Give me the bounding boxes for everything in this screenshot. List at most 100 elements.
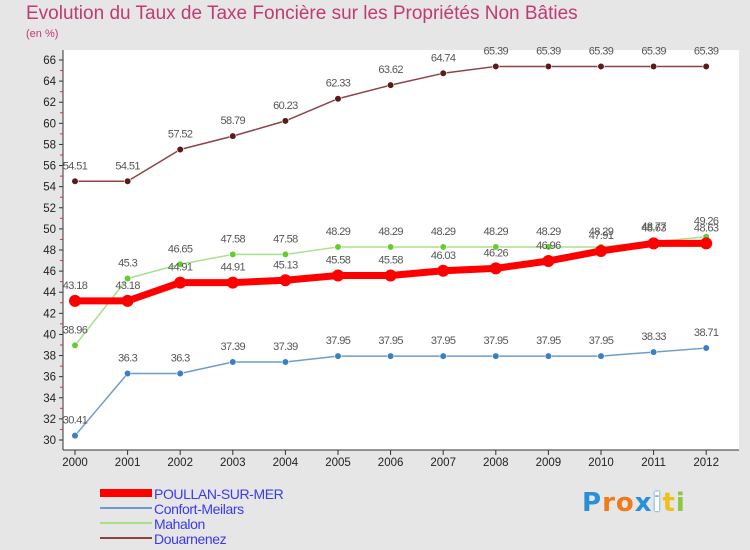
data-point-poullan-sur-mer: [226, 276, 239, 289]
data-point-douarnenez: [71, 177, 79, 185]
data-label-confort-meilars: 36.3: [171, 353, 190, 365]
data-point-douarnenez: [281, 117, 290, 125]
data-label-poullan-sur-mer: 43.18: [63, 280, 88, 292]
legend-swatch: [100, 521, 152, 525]
data-point-douarnenez: [123, 177, 132, 185]
data-label-poullan-sur-mer: 46.26: [484, 247, 509, 259]
data-point-poullan-sur-mer: [332, 269, 344, 282]
data-point-confort-meilars: [281, 358, 290, 366]
x-tick-label: 2000: [62, 457, 88, 469]
data-label-douarnenez: 58.79: [221, 115, 246, 127]
data-point-douarnenez: [176, 145, 184, 154]
data-point-confort-meilars: [334, 352, 342, 360]
data-label-douarnenez: 62.33: [326, 78, 351, 90]
logo-letter: o: [615, 488, 635, 518]
data-point-mahalon: [387, 243, 395, 251]
data-label-mahalon: 47.58: [273, 233, 298, 245]
data-label-poullan-sur-mer: 43.18: [115, 280, 140, 292]
legend-swatch: [100, 489, 152, 497]
x-tick-label: 2007: [430, 457, 456, 469]
data-point-douarnenez: [649, 62, 658, 71]
data-point-douarnenez: [702, 62, 710, 71]
data-point-confort-meilars: [649, 348, 658, 356]
y-tick-label: 60: [43, 118, 56, 130]
y-tick-label: 34: [43, 393, 56, 405]
data-point-poullan-sur-mer: [69, 294, 81, 307]
data-label-douarnenez: 63.62: [378, 64, 403, 76]
data-label-poullan-sur-mer: 48.63: [694, 222, 719, 234]
proxiti-logo: Proxiti: [582, 488, 686, 518]
data-point-mahalon: [439, 243, 447, 251]
x-tick-label: 2004: [273, 457, 299, 469]
legend-label: Douarnenez: [154, 531, 227, 547]
y-tick-label: 46: [43, 266, 56, 278]
data-point-confort-meilars: [544, 352, 553, 360]
data-label-douarnenez: 54.51: [115, 160, 140, 172]
y-tick-label: 48: [43, 245, 56, 257]
data-label-confort-meilars: 37.95: [484, 335, 509, 347]
data-point-poullan-sur-mer: [279, 274, 292, 287]
data-label-douarnenez: 57.52: [168, 129, 193, 141]
data-label-douarnenez: 65.39: [484, 45, 509, 57]
y-tick-label: 66: [43, 55, 56, 67]
data-point-poullan-sur-mer: [700, 237, 713, 250]
data-label-confort-meilars: 37.95: [431, 335, 456, 347]
y-tick-label: 64: [43, 76, 56, 88]
data-label-confort-meilars: 37.95: [378, 335, 403, 347]
data-label-mahalon: 48.29: [326, 226, 351, 238]
y-tick-label: 38: [43, 351, 56, 363]
data-label-poullan-sur-mer: 44.91: [168, 262, 193, 274]
data-label-poullan-sur-mer: 47.91: [589, 230, 614, 242]
data-label-confort-meilars: 38.33: [641, 331, 666, 343]
data-point-confort-meilars: [123, 369, 132, 378]
y-tick-label: 30: [43, 435, 56, 447]
data-point-confort-meilars: [229, 358, 237, 366]
data-label-poullan-sur-mer: 45.13: [273, 259, 298, 271]
logo-letter: P: [582, 488, 603, 518]
data-point-mahalon: [123, 274, 132, 283]
data-point-douarnenez: [492, 62, 500, 71]
plot-area: [63, 50, 739, 450]
data-label-poullan-sur-mer: 46.96: [536, 240, 561, 252]
y-tick-label: 40: [43, 329, 56, 341]
data-label-poullan-sur-mer: 44.91: [221, 262, 246, 274]
data-label-confort-meilars: 30.41: [63, 415, 88, 427]
data-point-poullan-sur-mer: [121, 294, 134, 307]
axes: 30 32 34 36 38 40 42 44 46 48 50 52 54 56 58 60 62 64 66 20…: [43, 50, 739, 469]
data-label-douarnenez: 65.39: [641, 45, 666, 57]
data-point-confort-meilars: [71, 432, 79, 440]
legend-label: Confort-Meilars: [154, 501, 244, 517]
data-point-mahalon: [334, 243, 342, 251]
data-label-confort-meilars: 37.95: [589, 335, 614, 347]
y-tick-label: 50: [43, 224, 56, 236]
data-point-poullan-sur-mer: [437, 264, 450, 277]
x-tick-label: 2003: [220, 457, 246, 469]
data-label-confort-meilars: 37.39: [221, 341, 246, 353]
x-tick-label: 2010: [588, 457, 614, 469]
chart-title: Evolution du Taux de Taxe Foncière sur l…: [26, 3, 578, 24]
data-label-mahalon: 46.65: [168, 243, 193, 255]
data-point-confort-meilars: [597, 352, 605, 360]
data-label-mahalon: 48.29: [378, 226, 403, 238]
data-point-confort-meilars: [176, 369, 184, 378]
data-point-douarnenez: [387, 81, 395, 89]
logo-letter: i: [652, 488, 663, 518]
data-point-douarnenez: [439, 69, 447, 77]
data-label-confort-meilars: 36.3: [118, 353, 137, 365]
data-point-confort-meilars: [439, 352, 447, 360]
legend-swatch: [100, 506, 152, 510]
y-tick-label: 32: [43, 414, 56, 426]
data-label-douarnenez: 64.74: [431, 52, 456, 64]
data-point-poullan-sur-mer: [489, 262, 502, 275]
chart-subtitle: (en %): [26, 28, 59, 40]
data-point-douarnenez: [597, 62, 605, 71]
data-label-mahalon: 48.29: [589, 226, 614, 238]
data-point-mahalon: [281, 250, 290, 259]
data-label-mahalon: 48.29: [536, 226, 561, 238]
y-tick-label: 56: [43, 161, 56, 173]
data-point-mahalon: [71, 341, 79, 350]
data-label-mahalon: 38.96: [63, 324, 88, 336]
x-tick-label: 2012: [693, 457, 719, 469]
logo-letter: x: [634, 488, 653, 518]
data-label-poullan-sur-mer: 48.63: [641, 222, 666, 234]
